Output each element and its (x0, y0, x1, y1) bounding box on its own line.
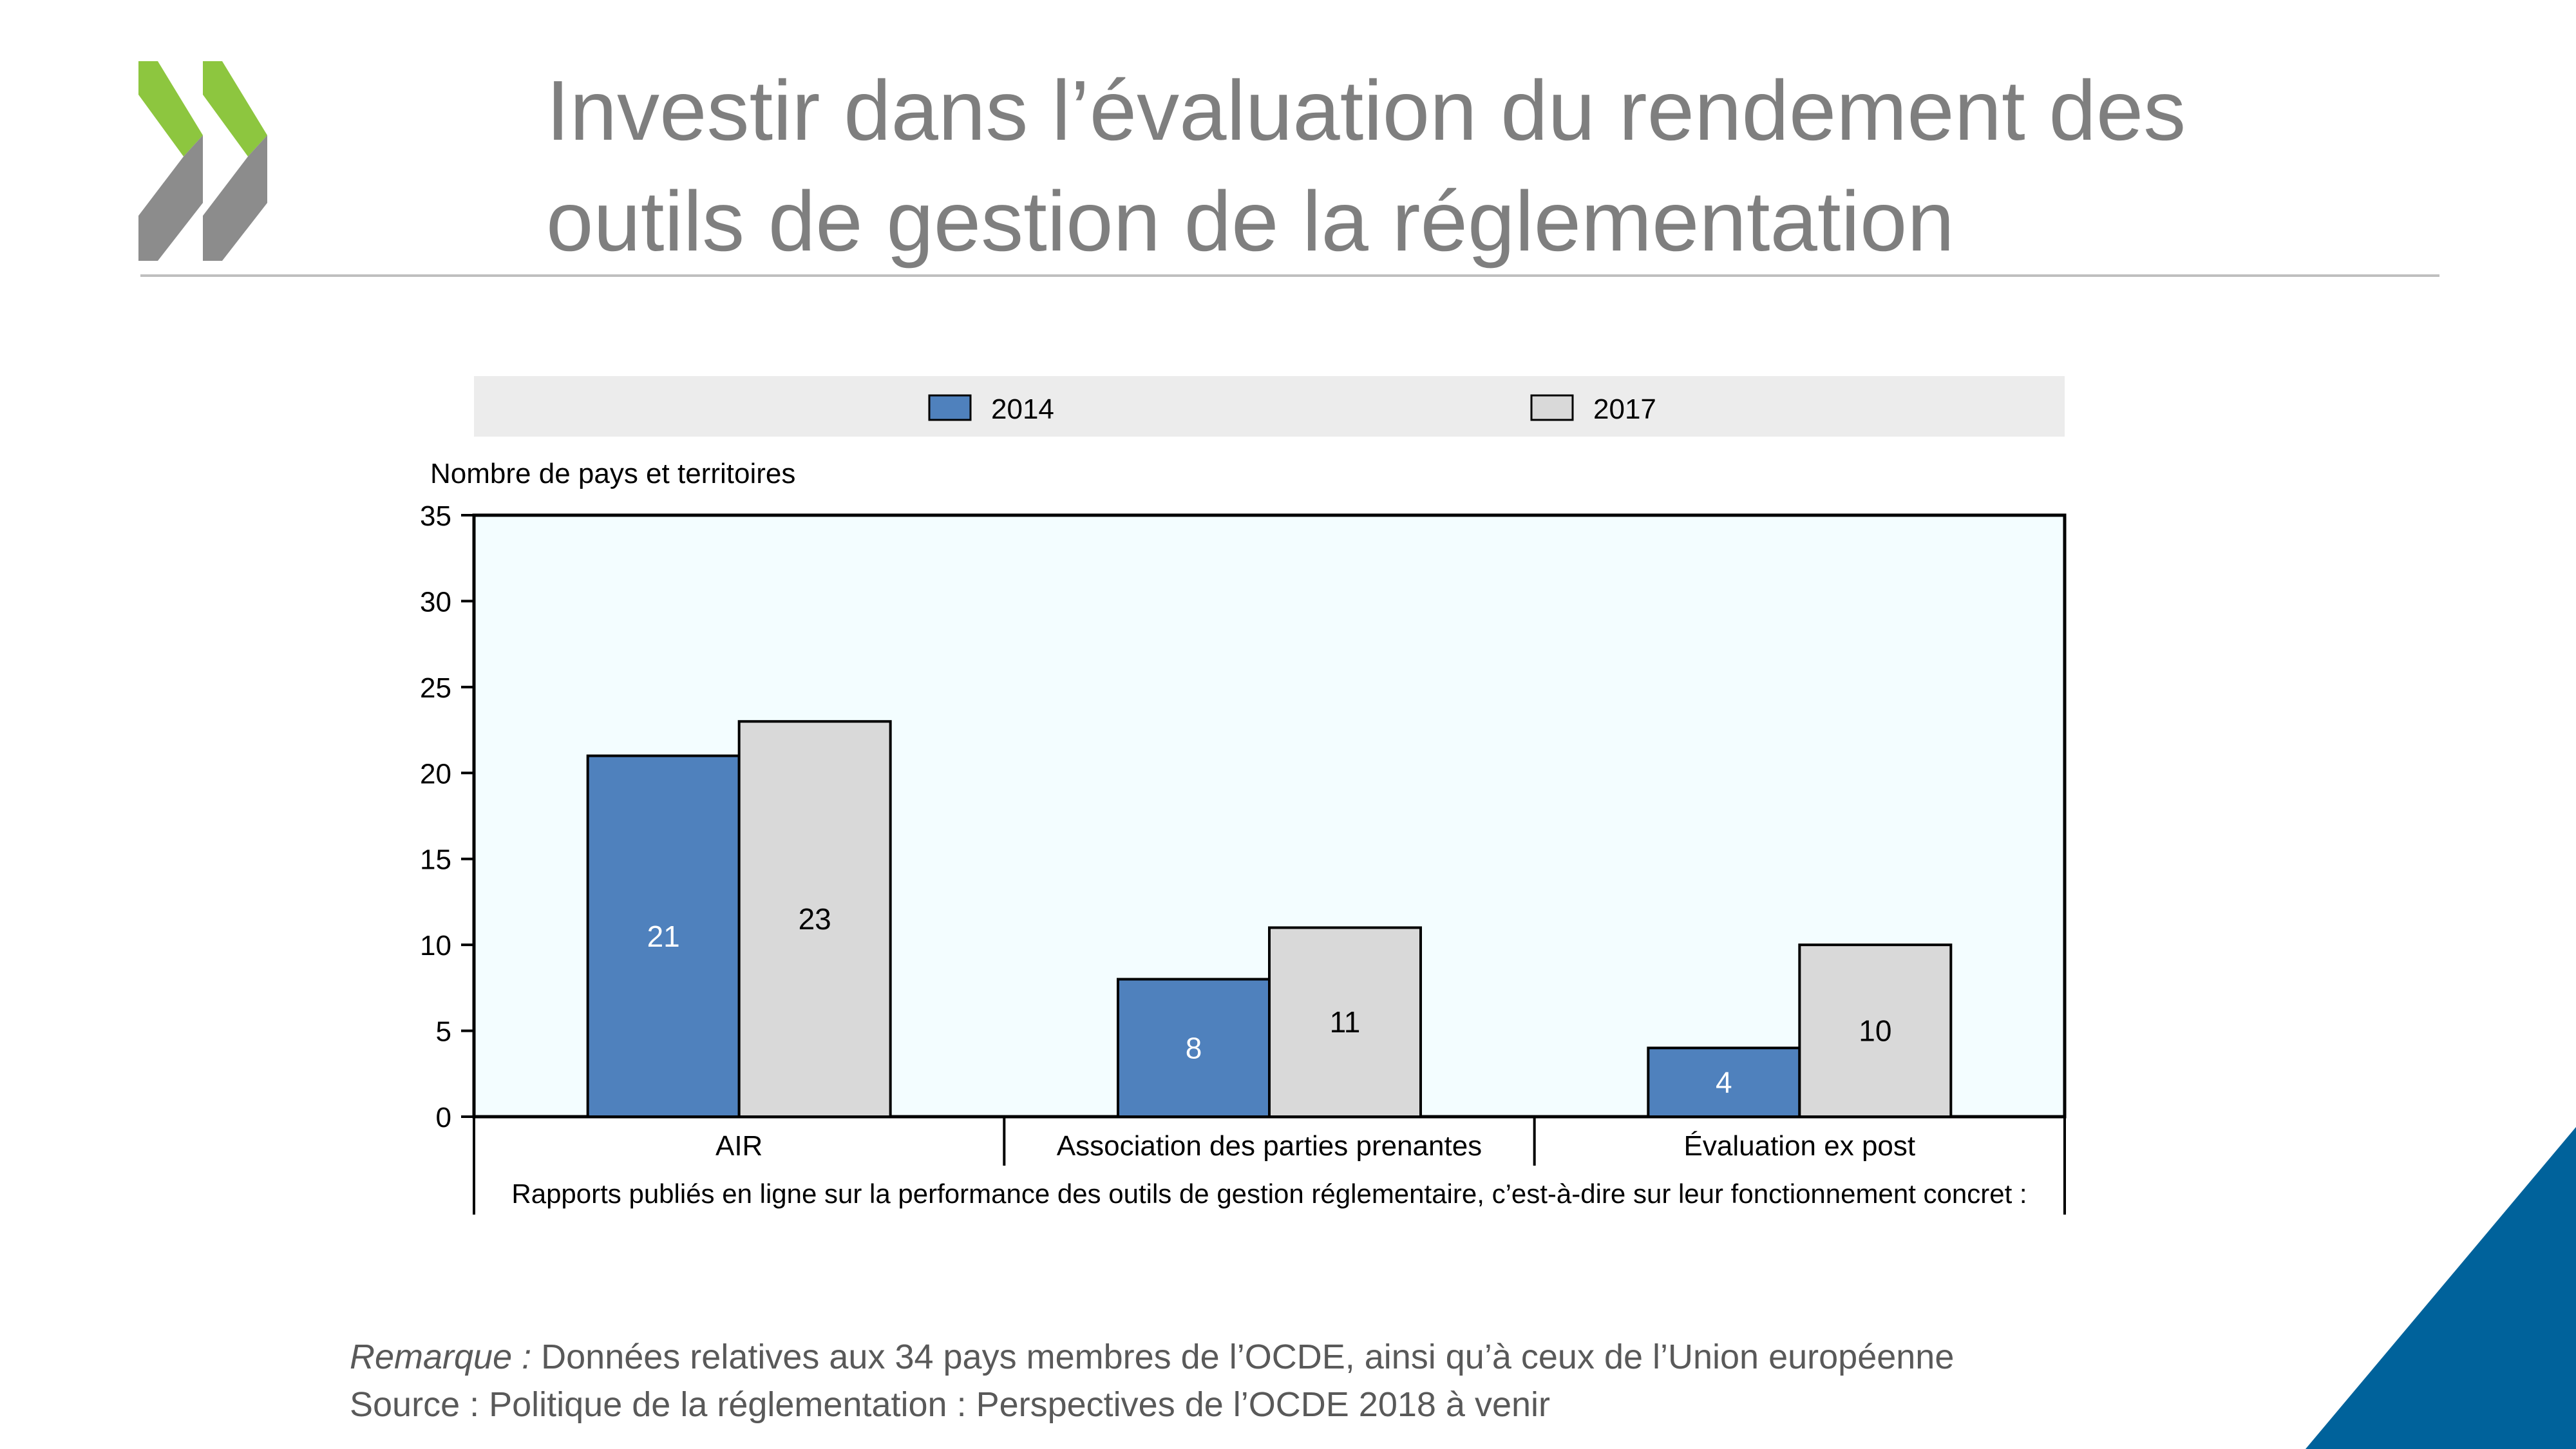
bar-value-label: 23 (799, 902, 831, 936)
bar-chart: 2014 2017 Nombre de pays et territoires 0… (420, 376, 2067, 1215)
y-tick-label: 5 (436, 1016, 451, 1048)
bar-2017 (1798, 943, 1953, 1118)
y-tick-label: 30 (420, 586, 451, 618)
bar-value-label: 8 (1186, 1031, 1202, 1065)
note-line: Remarque : Données relatives aux 34 pays… (350, 1333, 1954, 1381)
y-axis-label: Nombre de pays et territoires (430, 458, 795, 489)
note-label: Remarque : (350, 1338, 532, 1376)
bar-2014 (1117, 978, 1271, 1118)
bars: 21 23 8 11 4 10 (586, 720, 1953, 1119)
y-axis: 0 5 10 15 20 25 30 35 (420, 500, 474, 1133)
source-line: Source : Politique de la réglementation … (350, 1385, 1551, 1424)
note-text: Données relatives aux 34 pays membres de… (531, 1338, 1955, 1376)
footnote: Remarque : Données relatives aux 34 pays… (350, 1333, 1954, 1428)
bar-value-label: 21 (647, 920, 680, 953)
corner-accent (2306, 1127, 2576, 1449)
logo-chevron-green-right (203, 61, 267, 156)
legend: 2014 2017 (928, 393, 1656, 425)
slide-title-line-1: Investir dans l’évaluation du rendement … (546, 63, 2186, 158)
y-tick-label: 10 (420, 930, 451, 961)
legend-label-2014: 2014 (991, 393, 1054, 425)
title-divider (140, 274, 2439, 277)
x-category-label: Association des parties prenantes (1057, 1130, 1482, 1162)
bar-value-label: 4 (1716, 1066, 1732, 1099)
logo-chevron-gray-left (138, 135, 203, 261)
logo-chevron-gray-right (203, 135, 267, 261)
legend-swatch-2014 (928, 394, 972, 421)
bar-2017 (737, 720, 892, 1118)
y-tick-label: 25 (420, 672, 451, 704)
y-tick-label: 15 (420, 844, 451, 876)
oecd-logo (138, 61, 267, 261)
legend-label-2017: 2017 (1593, 393, 1656, 425)
legend-swatch-2017 (1530, 394, 1574, 421)
corner-triangle (2306, 1127, 2576, 1449)
slide-title-line-2: outils de gestion de la réglementation (546, 174, 1955, 269)
x-axis: AIR Association des parties prenantes Éval… (473, 1117, 2066, 1215)
logo-chevron-green-left (138, 61, 203, 156)
y-tick-label: 0 (436, 1102, 451, 1133)
x-axis-label: Rapports publiés en ligne sur la perform… (511, 1179, 2027, 1209)
bar-value-label: 10 (1859, 1014, 1891, 1048)
slide-title: Investir dans l’évaluation du rendement … (546, 55, 2414, 277)
y-tick-label: 35 (420, 500, 451, 532)
x-category-label: AIR (715, 1130, 762, 1162)
x-category-label: Évaluation ex post (1684, 1130, 1916, 1162)
y-tick-label: 20 (420, 758, 451, 790)
bar-2017 (1268, 926, 1422, 1118)
bar-value-label: 11 (1330, 1005, 1361, 1039)
legend-background (474, 376, 2065, 437)
